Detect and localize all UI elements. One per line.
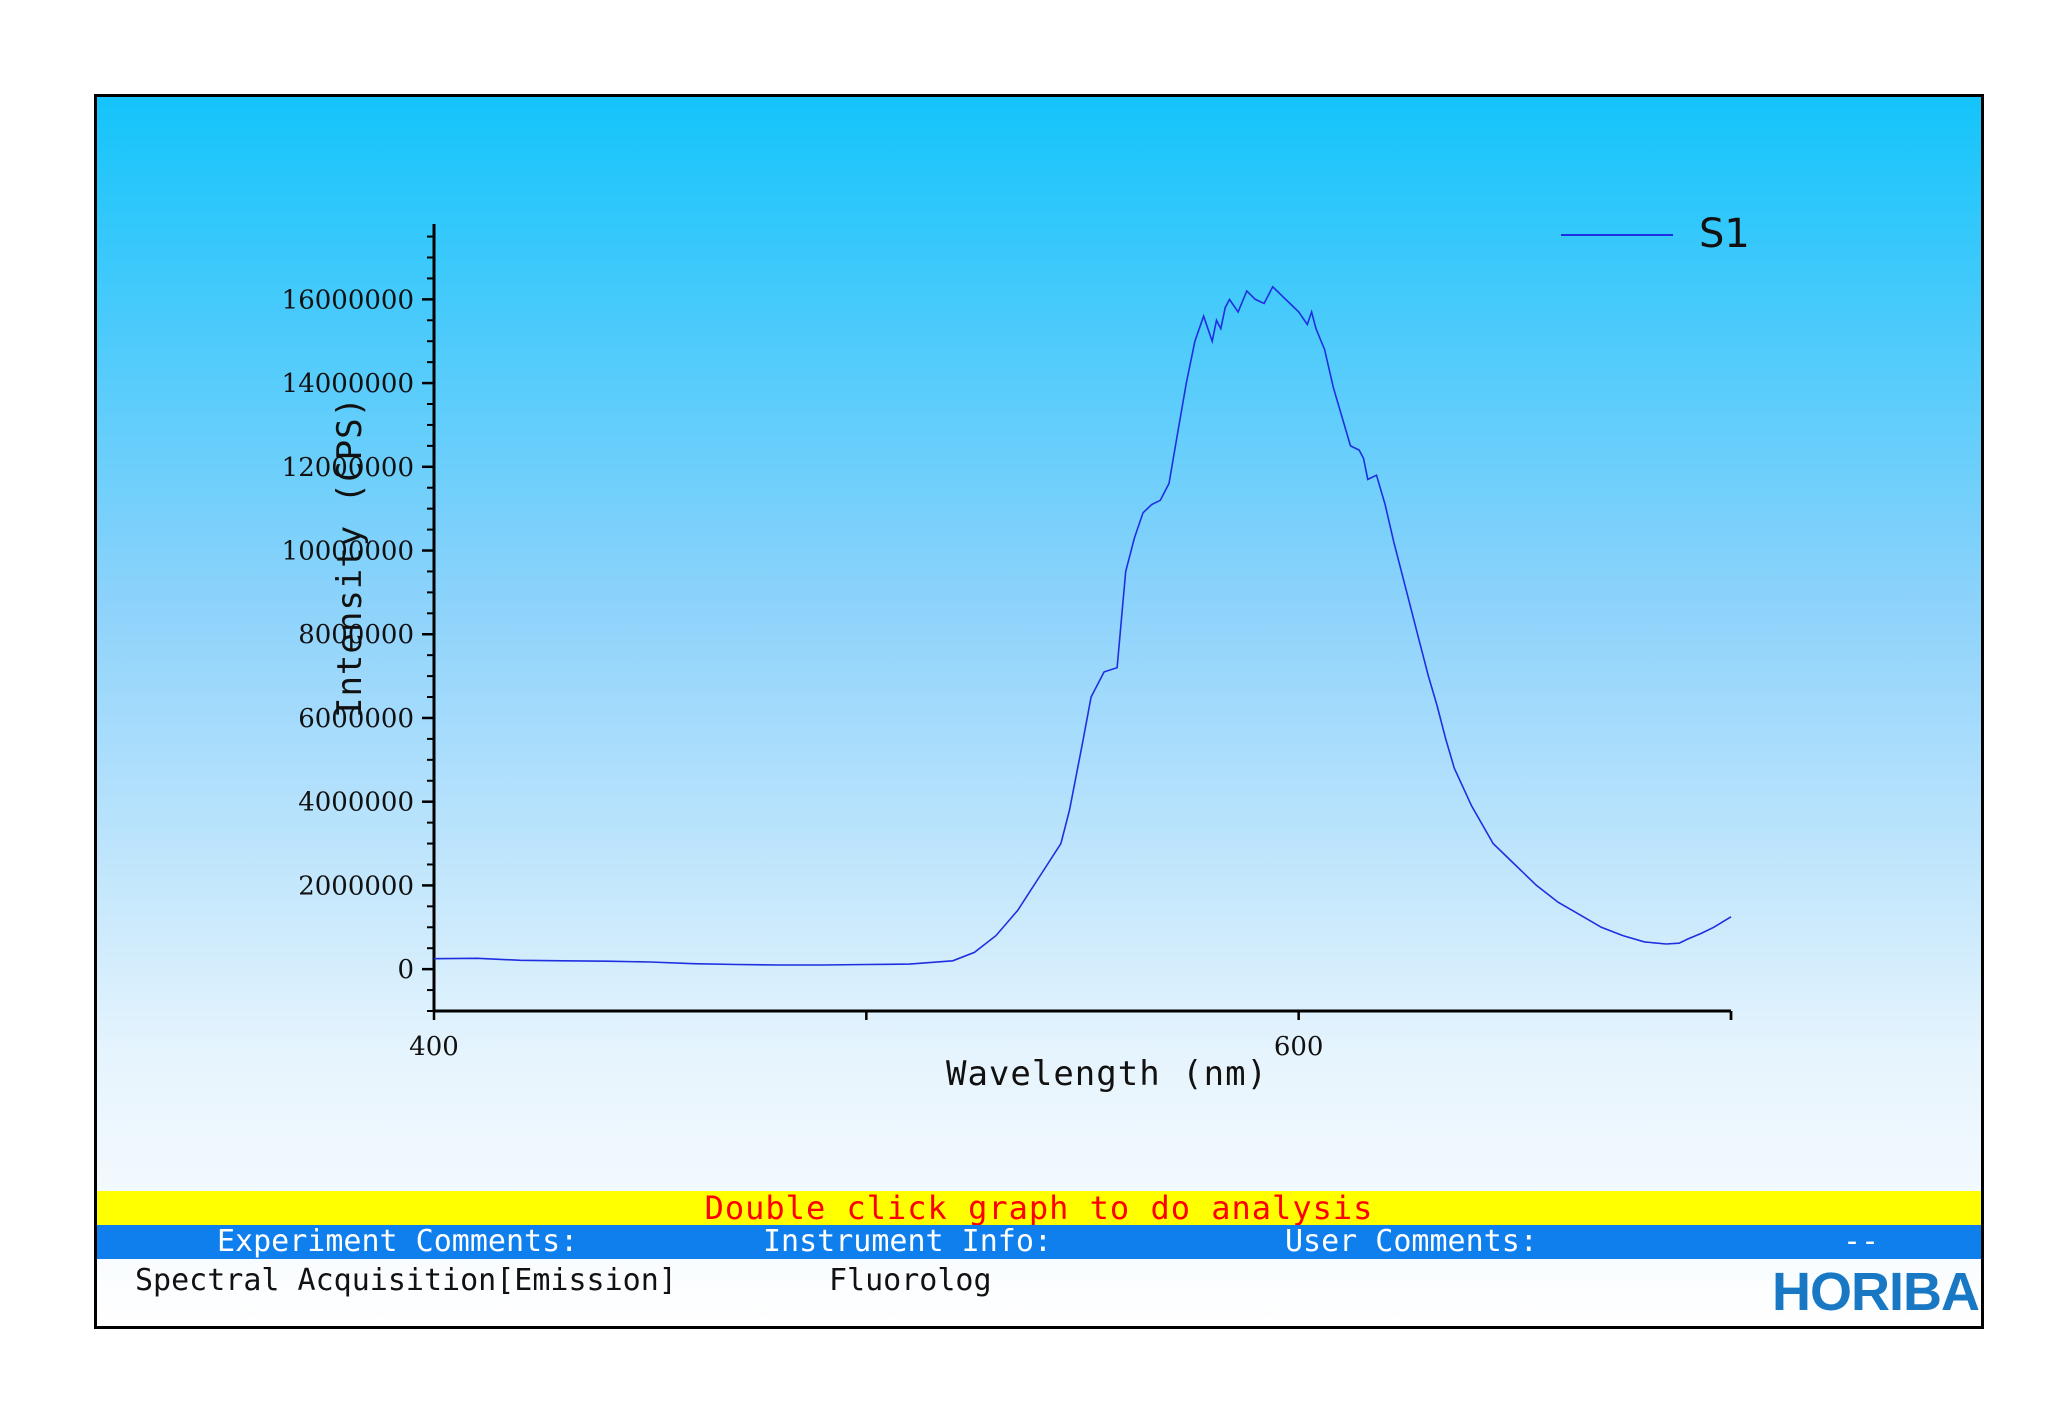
y-tick-label: 14000000 xyxy=(282,369,414,399)
axes xyxy=(432,224,1731,1013)
analysis-hint-text: Double click graph to do analysis xyxy=(704,1189,1374,1227)
analysis-hint-bar[interactable]: Double click graph to do analysis xyxy=(97,1191,1981,1225)
y-tick-label: 16000000 xyxy=(282,285,414,315)
tick-labels: 0 2000000 4000000 6000000 8000000 10000000 120… xyxy=(282,285,1324,1062)
user-comments-value: -- xyxy=(1843,1224,1880,1259)
tick-marks xyxy=(422,235,1733,1020)
legend: S1 xyxy=(1561,211,1750,257)
y-tick-label: 0 xyxy=(397,955,414,985)
chart-area[interactable]: 0 2000000 4000000 6000000 8000000 10000000 120… xyxy=(97,97,1981,1187)
x-axis-title: Wavelength (nm) xyxy=(946,1054,1268,1094)
info-values-row: Spectral Acquisition[Emission] Fluorolog xyxy=(97,1261,1981,1301)
instrument-info-value: Fluorolog xyxy=(829,1263,992,1298)
experiment-comments-label: Experiment Comments: xyxy=(217,1224,579,1259)
user-comments-label: User Comments: xyxy=(1285,1224,1538,1259)
y-tick-label: 4000000 xyxy=(298,788,414,818)
logo-text: HORIBA xyxy=(1772,1262,1980,1322)
report-frame: 0 2000000 4000000 6000000 8000000 10000000 120… xyxy=(94,94,1984,1329)
info-header-bar: Experiment Comments: Instrument Info: Us… xyxy=(97,1225,1981,1259)
instrument-info-label: Instrument Info: xyxy=(763,1224,1052,1259)
x-tick-label: 600 xyxy=(1274,1032,1324,1062)
series-line-s1 xyxy=(433,285,1732,966)
experiment-comments-value: Spectral Acquisition[Emission] xyxy=(135,1263,677,1298)
horiba-logo: HORIBA xyxy=(1772,1262,1980,1322)
y-tick-label: 10000000 xyxy=(282,537,414,567)
y-tick-label: 2000000 xyxy=(298,871,414,901)
x-tick-label: 400 xyxy=(409,1032,459,1062)
legend-label-s1: S1 xyxy=(1699,211,1750,257)
y-tick-label: 12000000 xyxy=(282,453,414,483)
y-tick-label: 8000000 xyxy=(298,620,414,650)
y-axis-title: Intensity (CPS) xyxy=(330,396,370,718)
y-tick-label: 6000000 xyxy=(298,704,414,734)
